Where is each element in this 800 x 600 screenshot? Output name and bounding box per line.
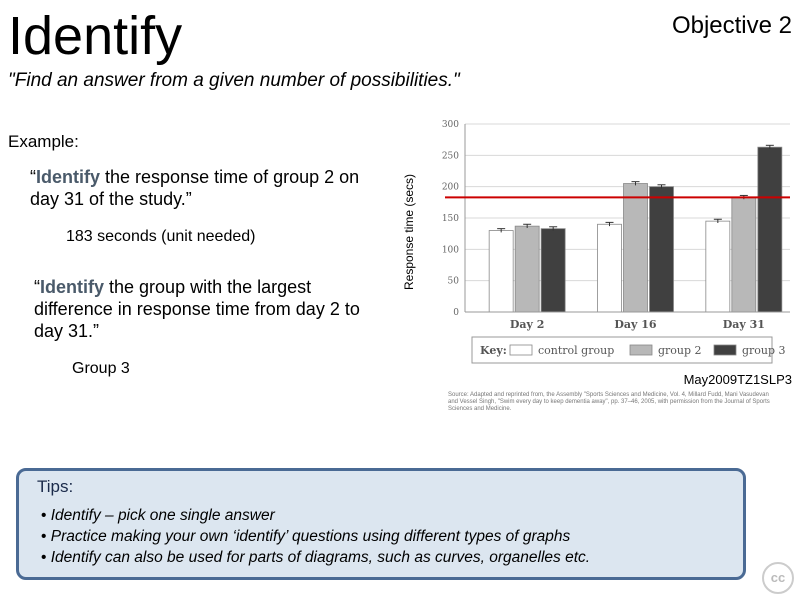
chart-legend-label: group 2	[658, 344, 702, 357]
chart-bar	[623, 183, 648, 313]
tip-item: Identify – pick one single answer	[41, 505, 590, 526]
tip-item: Practice making your own ‘identify’ ques…	[41, 526, 590, 547]
source-tag: May2009TZ1SLP3	[683, 372, 792, 387]
chart-bar	[597, 223, 622, 313]
chart-bar	[705, 220, 731, 313]
question-1-text: the response time of group 2 on day 31 o…	[30, 167, 360, 209]
chart-x-tick-label: Day 16	[614, 318, 657, 331]
chart-x-tick-label: Day 2	[510, 318, 545, 331]
source-citation: Source: Adapted and reprinted from, the …	[448, 392, 770, 412]
cc-icon[interactable]: cc	[762, 562, 794, 594]
chart-legend-label: control group	[538, 344, 614, 357]
page-title: Identify	[8, 6, 183, 66]
tips-box: Tips: Identify – pick one single answer …	[16, 468, 746, 580]
question-2-keyword: Identify	[40, 277, 105, 297]
question-1-keyword: Identify	[36, 167, 101, 187]
chart-y-tick-label: 300	[442, 120, 459, 130]
question-2-open-quote: “	[34, 277, 40, 297]
question-1-open-quote: “	[30, 167, 36, 187]
answer-2: Group 3	[72, 360, 130, 377]
example-label: Example:	[8, 132, 79, 151]
chart-y-tick-label: 100	[442, 245, 459, 255]
question-1: “Identify the response time of group 2 o…	[30, 166, 390, 210]
chart-y-tick-label: 0	[453, 308, 459, 318]
tips-list: Identify – pick one single answer Practi…	[41, 505, 590, 568]
chart-y-tick-label: 250	[442, 151, 459, 161]
chart-y-tick-label: 50	[448, 277, 460, 287]
chart-y-tick-label: 200	[442, 183, 459, 193]
definition-text: "Find an answer from a given number of p…	[8, 70, 460, 91]
tip-item: Identify can also be used for parts of d…	[41, 547, 590, 568]
question-2: “Identify the group with the largest dif…	[34, 276, 364, 342]
chart-bar	[757, 146, 783, 313]
chart-bar	[731, 196, 757, 313]
chart-bar	[488, 230, 514, 313]
bar-chart: 0 50 100 150 200 250 300 Day 2 Day 16 Day 31 Key: c…	[410, 112, 795, 412]
chart-bar	[540, 228, 566, 313]
chart-legend-title: Key:	[480, 344, 507, 357]
tips-title: Tips:	[37, 477, 74, 496]
chart-legend-swatch	[629, 344, 653, 356]
chart-y-tick-label: 150	[442, 214, 459, 224]
chart-legend-label: group 3	[742, 344, 786, 357]
question-2-text: the group with the largest difference in…	[34, 277, 360, 341]
answer-1: 183 seconds (unit needed)	[66, 228, 256, 245]
bar-chart-svg: 0 50 100 150 200 250 300 Day 2 Day 16 Day 31 Key: c…	[442, 120, 790, 364]
chart-bar	[514, 225, 540, 313]
chart-x-tick-label: Day 31	[723, 318, 765, 331]
objective-label: Objective 2	[671, 12, 792, 39]
chart-legend-swatch	[509, 344, 533, 356]
chart-bar	[649, 186, 674, 313]
chart-legend-swatch	[713, 344, 737, 356]
